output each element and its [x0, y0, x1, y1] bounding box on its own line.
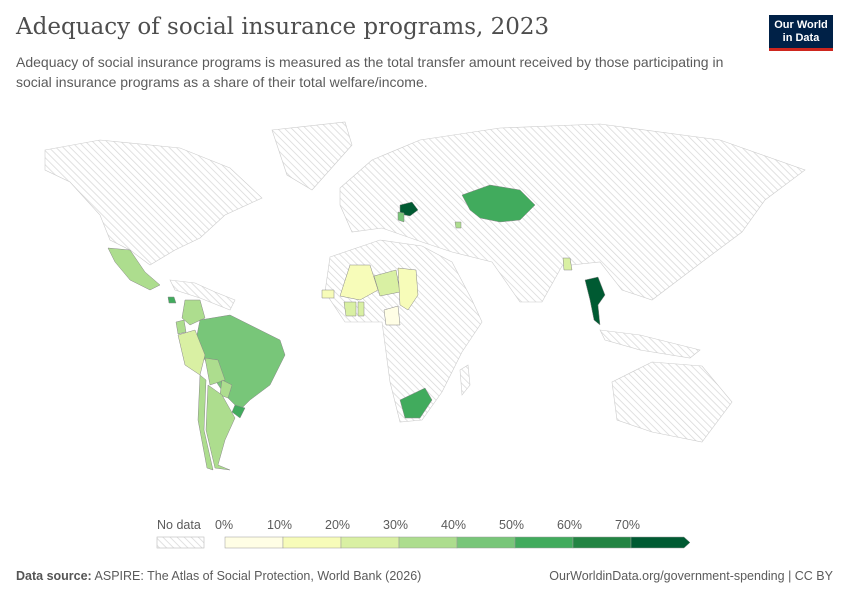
country-mexico[interactable] — [107, 247, 161, 291]
legend-tick-label: 70% — [615, 518, 641, 532]
country-senegal[interactable] — [321, 289, 335, 299]
chart-title: Adequacy of social insurance programs, 2… — [16, 14, 550, 40]
legend-tick-label: 60% — [557, 518, 583, 532]
country-serbia[interactable] — [397, 211, 405, 223]
legend-no-data-label: No data — [157, 518, 201, 532]
legend-bin-7 — [630, 536, 691, 549]
country-kazakhstan[interactable] — [461, 184, 536, 223]
legend-bin-3 — [398, 536, 458, 549]
legend-bin-0 — [224, 536, 284, 549]
country-mali[interactable] — [339, 264, 379, 301]
eurasia-no-data — [339, 123, 806, 303]
legend-tick-label: 10% — [267, 518, 293, 532]
country-brazil[interactable] — [194, 314, 286, 411]
logo-text: Our World in Data — [774, 19, 828, 44]
country-armenia[interactable] — [454, 221, 462, 229]
country-cote-d-ivoire[interactable] — [343, 301, 357, 317]
chart-subtitle: Adequacy of social insurance programs is… — [16, 54, 724, 90]
country-bolivia[interactable] — [204, 357, 226, 386]
country-costa-rica[interactable] — [167, 296, 177, 304]
country-ecuador[interactable] — [175, 319, 187, 335]
country-chad[interactable] — [397, 267, 419, 311]
africa-no-data — [324, 239, 483, 423]
country-south-africa[interactable] — [399, 387, 433, 419]
legend-tick-label: 20% — [325, 518, 351, 532]
country-thailand[interactable] — [584, 276, 606, 326]
legend-bin-4 — [456, 536, 516, 549]
legend-bin-2 — [340, 536, 400, 549]
legend-tick-label: 0% — [215, 518, 234, 532]
data-source: Data source: ASPIRE: The Atlas of Social… — [16, 569, 421, 583]
legend-bin-6 — [572, 536, 632, 549]
country-peru[interactable] — [177, 329, 206, 376]
legend-tick-label: 30% — [383, 518, 409, 532]
footer-link[interactable]: OurWorldinData.org/government-spending |… — [549, 569, 833, 583]
data-source-text[interactable]: ASPIRE: The Atlas of Social Protection, … — [94, 569, 422, 583]
legend-tick-label: 40% — [441, 518, 467, 532]
country-ghana[interactable] — [357, 301, 365, 317]
country-bangladesh[interactable] — [562, 257, 573, 271]
country-chile[interactable] — [197, 374, 214, 471]
legend-tick-label: 50% — [499, 518, 525, 532]
legend-bin-1 — [282, 536, 342, 549]
legend-bin-5 — [514, 536, 574, 549]
country-colombia[interactable] — [181, 299, 206, 326]
indonesia-no-data — [599, 329, 701, 359]
madagascar-no-data — [459, 364, 471, 396]
legend — [156, 536, 691, 549]
owid-logo[interactable]: Our World in Data — [769, 15, 833, 51]
country-argentina[interactable] — [205, 384, 236, 471]
legend-no-data-swatch — [156, 536, 205, 549]
greenland-no-data — [271, 121, 353, 191]
north-america-no-data — [44, 139, 263, 266]
country-central-african-republic[interactable] — [383, 305, 401, 326]
data-source-label: Data source: — [16, 569, 92, 583]
australia-no-data — [611, 361, 733, 443]
country-uruguay[interactable] — [231, 404, 246, 419]
caribbean-no-data — [169, 279, 236, 311]
country-paraguay[interactable] — [219, 379, 233, 399]
